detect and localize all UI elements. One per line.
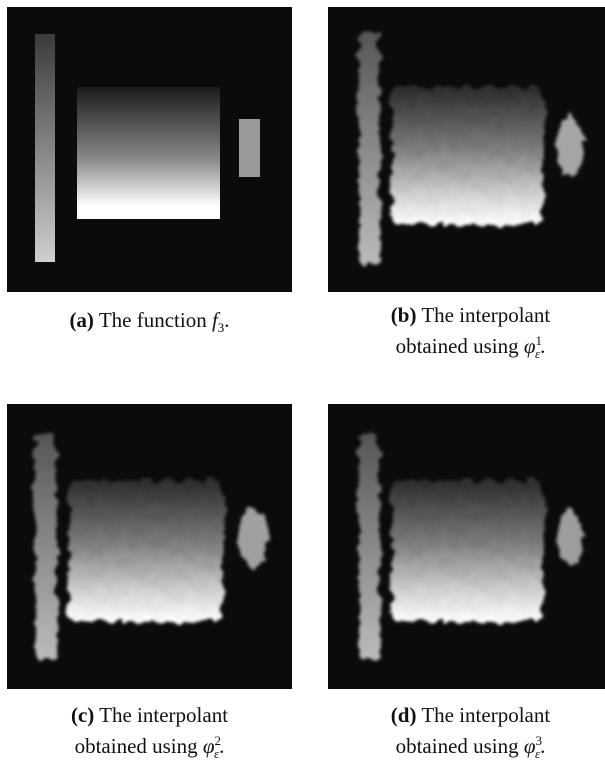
right-blob xyxy=(556,116,584,178)
caption-c-label: (c) xyxy=(70,703,95,727)
center-square xyxy=(392,87,544,225)
left-bar xyxy=(359,31,380,265)
caption-b-end: . xyxy=(540,334,546,358)
left-bar xyxy=(35,434,57,660)
caption-c-superscript: 2 xyxy=(214,733,222,748)
panel-b-image xyxy=(328,7,605,292)
left-bar xyxy=(35,34,55,262)
caption-b: (b) The interpolant obtained using φ1ε. xyxy=(328,300,605,362)
caption-c-subscript: ε xyxy=(214,746,220,762)
caption-c-symbol: φ xyxy=(202,734,215,758)
center-square xyxy=(77,87,220,219)
caption-d-line1: The interpolant xyxy=(421,703,551,727)
caption-b-line1: The interpolant xyxy=(421,303,551,327)
panel-d-image xyxy=(328,404,605,689)
caption-a-end: . xyxy=(224,308,230,332)
interpolant-phi1-plot xyxy=(328,7,605,292)
right-blob xyxy=(557,510,583,566)
interpolant-phi2-plot xyxy=(7,404,292,689)
caption-d-symbol: φ xyxy=(523,734,536,758)
caption-b-line2: obtained using xyxy=(395,334,519,358)
caption-c-end: . xyxy=(219,734,225,758)
caption-d: (d) The interpolant obtained using φ3ε. xyxy=(328,700,605,762)
right-blob xyxy=(238,508,268,568)
center-square xyxy=(69,480,224,622)
caption-a-label: (a) xyxy=(69,308,94,332)
caption-a-text: The function xyxy=(98,308,207,332)
panel-c-image xyxy=(7,404,292,689)
caption-d-superscript: 3 xyxy=(535,733,543,748)
caption-a-subscript: 3 xyxy=(217,320,225,336)
caption-d-label: (d) xyxy=(390,703,417,727)
interpolant-phi3-plot xyxy=(328,404,605,689)
left-bar xyxy=(359,434,380,660)
center-square xyxy=(392,480,544,622)
caption-b-superscript: 1 xyxy=(535,333,543,348)
function-f3-plot xyxy=(7,7,292,292)
caption-c: (c) The interpolant obtained using φ2ε. xyxy=(7,700,292,762)
caption-a: (a) The function f3. xyxy=(7,305,292,336)
caption-b-subscript: ε xyxy=(535,346,541,362)
caption-d-line2: obtained using xyxy=(395,734,519,758)
caption-b-symbol: φ xyxy=(523,334,536,358)
caption-c-line2: obtained using xyxy=(74,734,198,758)
caption-c-line1: The interpolant xyxy=(99,703,229,727)
caption-b-label: (b) xyxy=(390,303,417,327)
caption-a-symbol: f xyxy=(211,308,218,332)
right-rectangle xyxy=(239,119,260,177)
caption-d-subscript: ε xyxy=(535,746,541,762)
panel-a-image xyxy=(7,7,292,292)
caption-d-end: . xyxy=(540,734,546,758)
